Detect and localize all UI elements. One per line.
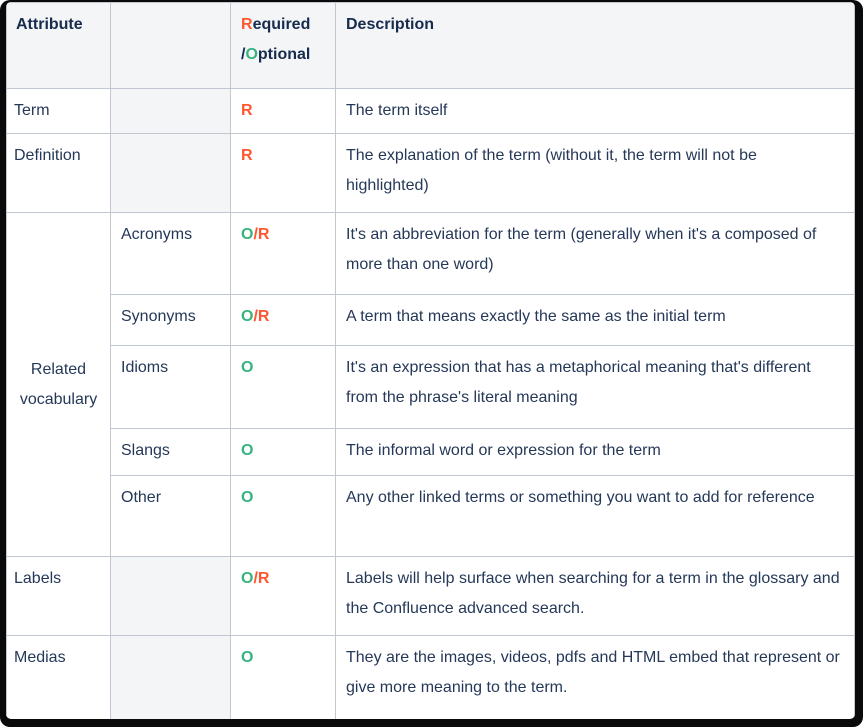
attribute-cell: Definition <box>6 133 111 213</box>
required-flag: /R <box>253 308 270 325</box>
optional-flag: O <box>241 359 254 376</box>
optional-flag: O <box>241 649 254 666</box>
blank-cell <box>110 133 231 213</box>
table-row-acronyms: Related vocabulary Acronyms O/R It's an … <box>6 212 855 557</box>
sub-attribute-cell: Idioms <box>110 345 231 429</box>
blank-cell <box>110 556 231 636</box>
attribute-cell: Labels <box>6 556 111 636</box>
required-flag: R <box>241 102 253 119</box>
description-cell: A term that means exactly the same as th… <box>335 294 855 346</box>
optional-letter: O <box>245 46 258 63</box>
header-row: Attribute Required /Optional Description <box>6 2 855 89</box>
optional-flag: O <box>241 570 254 587</box>
description-cell: The informal word or expression for the … <box>335 428 855 476</box>
attribute-cell: Medias <box>6 635 111 719</box>
optional-flag: O <box>241 442 254 459</box>
required-rest: equired <box>252 16 311 33</box>
required-optional-cell: R <box>230 88 336 134</box>
required-optional-cell: O <box>230 428 336 476</box>
table-row-medias: Medias O They are the images, videos, pd… <box>6 635 855 719</box>
blank-cell <box>110 635 231 719</box>
optional-rest: ptional <box>257 46 311 63</box>
description-cell: It's an expression that has a metaphoric… <box>335 345 855 429</box>
sub-attribute-cell: Synonyms <box>110 294 231 346</box>
required-optional-cell: O <box>230 475 336 557</box>
attribute-cell: Term <box>6 88 111 134</box>
page-content: Attribute Required/Optional Description … <box>6 2 855 719</box>
column-header-required-optional: Required /Optional <box>230 2 336 89</box>
description-cell: They are the images, videos, pdfs and HT… <box>335 635 855 719</box>
column-header-blank <box>110 2 231 89</box>
column-header-description: Description <box>335 2 855 89</box>
required-flag: /R <box>253 570 270 587</box>
required-optional-cell: O/R <box>230 212 336 295</box>
slash: / <box>241 46 246 63</box>
glossary-attributes-table: Attribute Required/Optional Description … <box>6 2 855 719</box>
sub-attribute-cell: Slangs <box>110 428 231 476</box>
required-optional-cell: O <box>230 635 336 719</box>
required-optional-cell: O/R <box>230 556 336 636</box>
attribute-cell-related-vocabulary: Related vocabulary <box>6 212 111 557</box>
table-row-idioms: Idioms O It's an expression that has a m… <box>7 345 855 429</box>
required-flag: R <box>241 147 253 164</box>
optional-flag: O <box>241 226 254 243</box>
column-header-attribute: Attribute <box>6 2 111 89</box>
table-row-slangs: Slangs O The informal word or expression… <box>7 428 855 476</box>
table-row-term: Term R The term itself <box>6 88 855 134</box>
required-optional-cell: R <box>230 133 336 213</box>
required-letter: R <box>241 16 253 33</box>
blank-cell <box>110 88 231 134</box>
table-row-labels: Labels O/R Labels will help surface when… <box>6 556 855 636</box>
sub-attribute-cell: Other <box>110 475 231 557</box>
table-row-synonyms: Synonyms O/R A term that means exactly t… <box>7 294 855 346</box>
description-cell: The explanation of the term (without it,… <box>335 133 855 213</box>
required-flag: /R <box>253 226 270 243</box>
description-cell: It's an abbreviation for the term (gener… <box>335 212 855 295</box>
optional-flag: O <box>241 489 254 506</box>
description-cell: The term itself <box>335 88 855 134</box>
required-optional-cell: O <box>230 345 336 429</box>
optional-flag: O <box>241 308 254 325</box>
description-cell: Any other linked terms or something you … <box>335 475 855 557</box>
table-row-other: Other O Any other linked terms or someth… <box>7 475 855 557</box>
description-cell: Labels will help surface when searching … <box>335 556 855 636</box>
required-optional-cell: O/R <box>230 294 336 346</box>
sub-attribute-cell: Acronyms <box>110 212 231 295</box>
table-row-definition: Definition R The explanation of the term… <box>6 133 855 213</box>
